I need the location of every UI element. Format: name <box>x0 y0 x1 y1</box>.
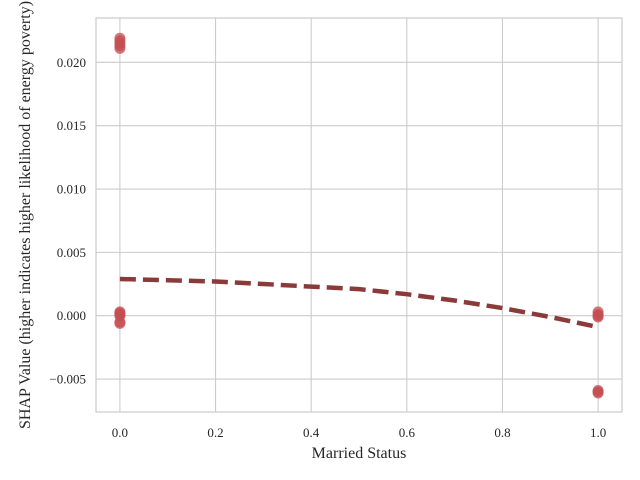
plot-frame <box>95 17 623 413</box>
y-axis-ticks: −0.005 0.000 0.005 0.010 0.015 0.020 <box>49 55 86 387</box>
x-axis-label: Married Status <box>312 445 407 462</box>
y-tick-label: 0.020 <box>57 55 86 70</box>
y-tick-label: −0.005 <box>49 372 86 387</box>
x-tick-label: 0.6 <box>399 425 416 440</box>
grid-lines <box>96 18 622 412</box>
y-tick-label: 0.005 <box>57 245 86 260</box>
scatter-point <box>592 311 604 323</box>
y-tick-label: 0.015 <box>57 118 86 133</box>
scatter-point <box>114 42 126 54</box>
x-tick-label: 1.0 <box>590 425 606 440</box>
y-tick-label: 0.000 <box>57 308 86 323</box>
scatter-point <box>114 317 126 329</box>
y-axis-label: SHAP Value (higher indicates higher like… <box>17 1 34 429</box>
y-tick-label: 0.010 <box>57 182 86 197</box>
x-tick-label: 0.8 <box>494 425 510 440</box>
x-axis-ticks: 0.0 0.2 0.4 0.6 0.8 1.0 <box>112 425 606 440</box>
x-tick-label: 0.4 <box>303 425 320 440</box>
x-tick-label: 0.2 <box>207 425 223 440</box>
scatter-point <box>592 387 604 399</box>
trend-line <box>119 276 599 330</box>
x-tick-label: 0.0 <box>112 425 128 440</box>
scatter-points <box>114 32 604 399</box>
